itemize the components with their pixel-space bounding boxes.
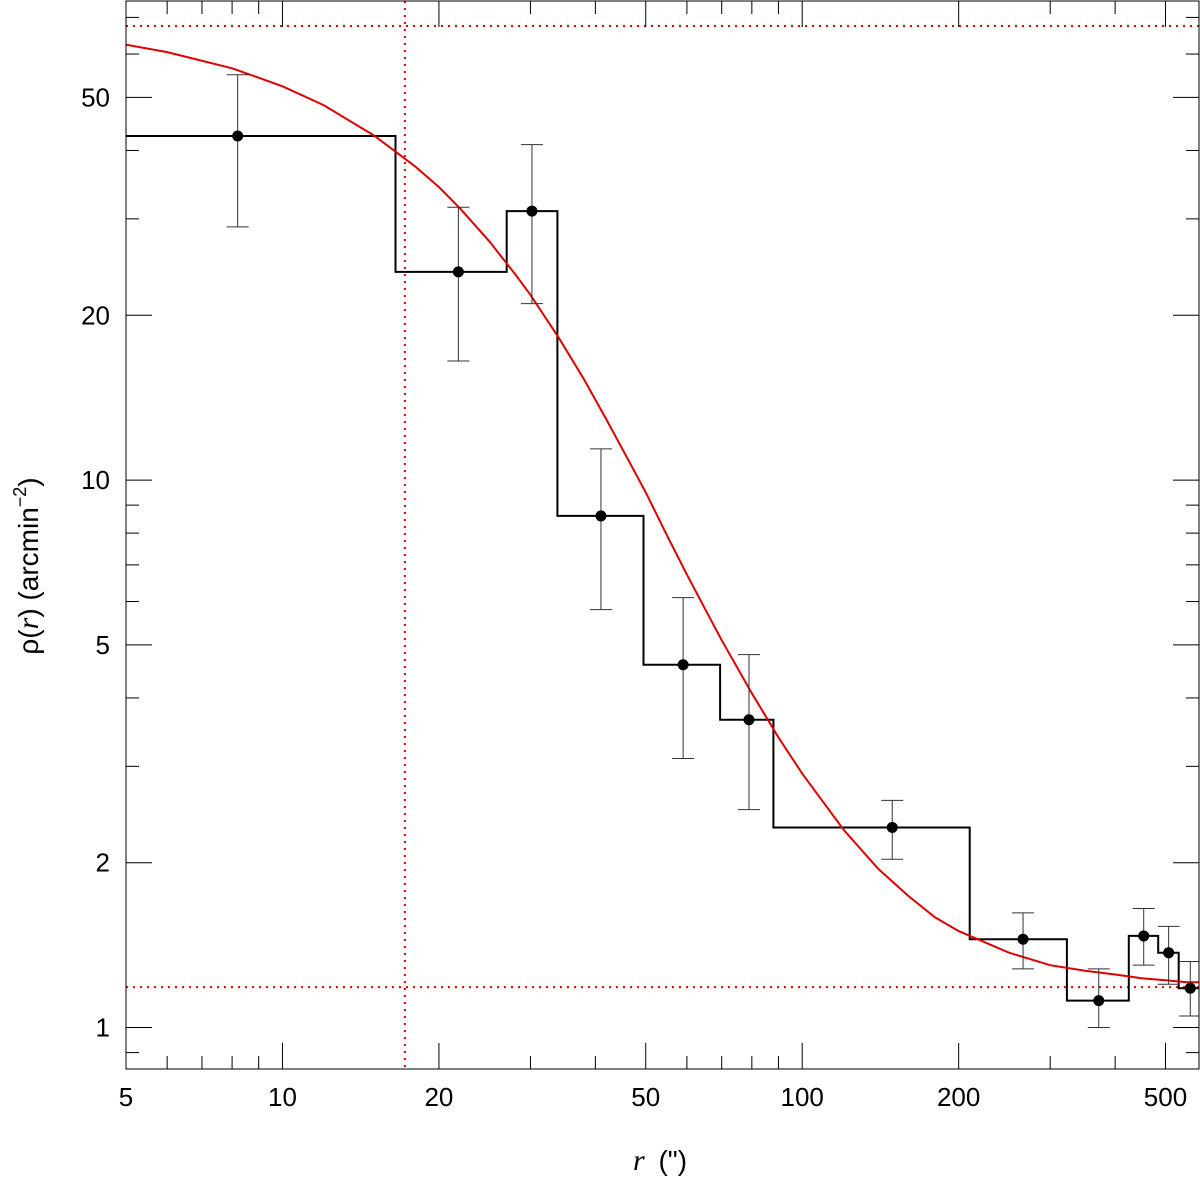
y-tick-label: 50 (81, 82, 110, 112)
data-point (743, 714, 755, 726)
x-tick-label: 20 (424, 1082, 453, 1112)
data-point-group-8 (1012, 912, 1035, 970)
y-axis-suffix: ) (13, 477, 44, 486)
data-point (1163, 947, 1175, 959)
y-axis-variable: r (12, 617, 45, 629)
y-axis-unit: ) (arcmin (13, 507, 44, 617)
data-point-group-11 (1157, 925, 1180, 985)
y-tick-label: 1 (96, 1013, 110, 1043)
data-point (677, 659, 689, 671)
data-point (232, 130, 244, 142)
x-tick-label: 10 (268, 1082, 297, 1112)
x-axis-variable: r (633, 1144, 645, 1177)
x-axis-unit: (") (658, 1145, 687, 1176)
y-axis-unit-exponent: −2 (10, 487, 30, 508)
fit-curve (126, 43, 1199, 984)
y-tick-label: 2 (96, 848, 110, 878)
data-point (1017, 933, 1029, 945)
x-tick-label: 50 (631, 1082, 660, 1112)
y-axis-prefix: ρ( (13, 629, 44, 655)
y-tick-label: 5 (96, 630, 110, 660)
data-point (1184, 982, 1196, 994)
y-axis-label: ρ(r) (arcmin−2) (10, 477, 45, 654)
data-point-group-7 (881, 799, 904, 860)
data-point (886, 821, 898, 833)
x-tick-label: 5 (119, 1082, 133, 1112)
plot-frame (125, 0, 1200, 1070)
data-point-group-4 (589, 448, 612, 611)
data-point (595, 510, 607, 522)
plot-area (126, 1, 1199, 1069)
axes: 5 10 20 50 100 200 500 1 2 5 10 20 50 (81, 0, 1200, 1112)
data-point-group-2 (447, 206, 470, 362)
data-point (1138, 930, 1150, 942)
histogram-step-line (126, 135, 1199, 1002)
y-tick-label: 20 (81, 300, 110, 330)
x-tick-label: 100 (781, 1082, 824, 1112)
x-tick-label: 500 (1144, 1082, 1187, 1112)
data-point (1093, 995, 1105, 1007)
data-point-group-5 (672, 597, 695, 760)
data-point-group-10 (1132, 907, 1155, 966)
data-point-group-3 (520, 144, 543, 305)
data-point (452, 266, 464, 278)
x-axis-label: r (") (633, 1144, 687, 1177)
data-point-group-12 (1179, 961, 1199, 1017)
data-point-group-9 (1087, 968, 1110, 1029)
plot-content (126, 1, 1199, 1069)
data-point (526, 205, 538, 217)
x-tick-label: 200 (937, 1082, 980, 1112)
y-tick-label: 10 (81, 465, 110, 495)
data-point-group-1 (226, 74, 249, 228)
data-point-group-6 (738, 654, 761, 811)
